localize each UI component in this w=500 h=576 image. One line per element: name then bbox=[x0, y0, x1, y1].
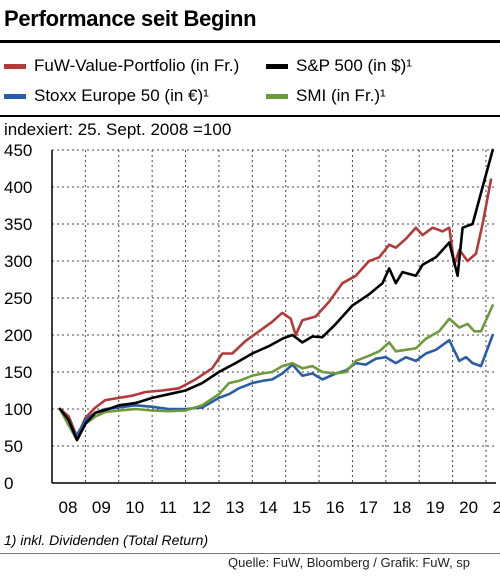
legend: FuW-Value-Portfolio (in Fr.) S&P 500 (in… bbox=[0, 52, 500, 118]
legend-label-fuw: FuW-Value-Portfolio (in Fr.) bbox=[34, 56, 240, 75]
legend-label-stoxx: Stoxx Europe 50 (in €)¹ bbox=[34, 86, 209, 105]
x-tick-label: 20 bbox=[459, 498, 478, 517]
x-tick-label: 09 bbox=[92, 498, 111, 517]
series-layer bbox=[58, 148, 495, 442]
legend-label-sp500: S&P 500 (in $)¹ bbox=[296, 56, 412, 75]
y-tick-label: 0 bbox=[4, 474, 13, 493]
y-tick-label: 150 bbox=[4, 363, 32, 382]
x-tick-label: 13 bbox=[225, 498, 244, 517]
footer-rule bbox=[0, 553, 500, 554]
grid-layer bbox=[51, 149, 496, 484]
series-line-sp500 bbox=[58, 148, 495, 442]
legend-swatch-stoxx bbox=[4, 93, 26, 99]
chart-title: Performance seit Beginn bbox=[4, 6, 257, 31]
y-tick-label: 400 bbox=[4, 178, 32, 197]
x-tick-label: 14 bbox=[259, 498, 278, 517]
y-tick-label: 100 bbox=[4, 400, 32, 419]
legend-item-fuw: FuW-Value-Portfolio (in Fr.) bbox=[4, 56, 239, 76]
x-tick-label: 12 bbox=[192, 498, 211, 517]
performance-line-chart: 0 50 100 150 200 250 300 350 400 450 08 09 10 11 12 13 1… bbox=[4, 141, 500, 517]
tick-layer: 0 50 100 150 200 250 300 350 400 450 08 09 10 11 12 13 1… bbox=[4, 141, 500, 517]
series-line-smi bbox=[58, 304, 495, 442]
legend-item-sp500: S&P 500 (in $)¹ bbox=[266, 56, 412, 76]
legend-swatch-sp500 bbox=[266, 63, 288, 69]
x-tick-label: 15 bbox=[292, 498, 311, 517]
x-tick-label: 19 bbox=[426, 498, 445, 517]
series-line-stoxx bbox=[58, 333, 495, 437]
x-tick-label: 17 bbox=[359, 498, 378, 517]
legend-swatch-smi bbox=[266, 93, 288, 99]
legend-label-smi: SMI (in Fr.)¹ bbox=[296, 86, 386, 105]
y-tick-label: 250 bbox=[4, 289, 32, 308]
index-note: indexiert: 25. Sept. 2008 =100 bbox=[4, 120, 232, 139]
legend-swatch-fuw bbox=[4, 63, 26, 69]
x-tick-label: 21 bbox=[493, 498, 500, 517]
x-tick-label: 08 bbox=[59, 498, 78, 517]
legend-item-smi: SMI (in Fr.)¹ bbox=[266, 86, 386, 106]
y-tick-label: 300 bbox=[4, 252, 32, 271]
x-tick-label: 11 bbox=[159, 498, 177, 517]
dividend-footnote: 1) inkl. Dividenden (Total Return) bbox=[4, 532, 209, 548]
x-tick-label: 18 bbox=[392, 498, 411, 517]
series-line-fuw bbox=[58, 178, 493, 439]
x-tick-label: 10 bbox=[125, 498, 144, 517]
y-tick-label: 350 bbox=[4, 215, 32, 234]
source-credit: Quelle: FuW, Bloomberg / Grafik: FuW, sp bbox=[228, 555, 471, 570]
legend-rule bbox=[0, 115, 500, 117]
legend-item-stoxx: Stoxx Europe 50 (in €)¹ bbox=[4, 86, 209, 106]
y-tick-label: 200 bbox=[4, 326, 32, 345]
title-rule bbox=[0, 40, 500, 43]
x-tick-label: 16 bbox=[326, 498, 345, 517]
y-tick-label: 50 bbox=[4, 437, 23, 456]
y-tick-label: 450 bbox=[4, 141, 32, 160]
